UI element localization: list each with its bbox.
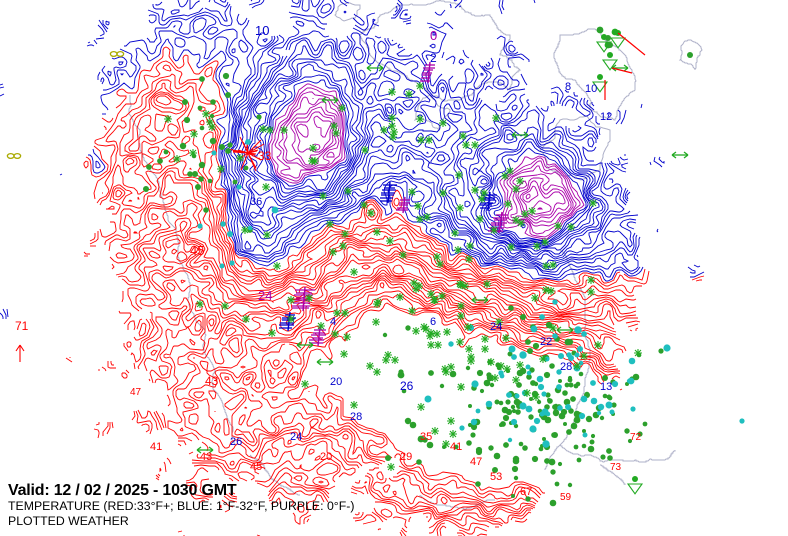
svg-text:47: 47 [130,387,142,398]
svg-text:53: 53 [490,471,502,483]
svg-text:59: 59 [560,492,572,503]
svg-text:28: 28 [350,411,362,423]
svg-text:10: 10 [255,23,269,38]
svg-text:2: 2 [430,51,437,65]
svg-text:0: 0 [430,28,437,43]
svg-text:33: 33 [258,149,272,163]
svg-text:26: 26 [230,436,242,448]
svg-text:47: 47 [470,456,482,468]
svg-text:22: 22 [540,336,552,348]
svg-text:20: 20 [330,376,342,388]
svg-text:20: 20 [320,451,332,463]
svg-text:29: 29 [400,451,412,463]
svg-text:4: 4 [330,316,336,328]
svg-text:43: 43 [205,374,219,388]
svg-text:6: 6 [430,316,436,328]
svg-text:24: 24 [258,288,272,303]
svg-text:71: 71 [15,319,29,333]
svg-text:24: 24 [290,431,302,443]
svg-text:36: 36 [250,196,262,208]
svg-text:72: 72 [630,432,642,443]
svg-text:45: 45 [190,243,204,258]
svg-text:13: 13 [600,381,612,393]
svg-text:43: 43 [200,451,212,463]
svg-text:12: 12 [600,111,612,123]
svg-text:24: 24 [490,321,502,333]
svg-text:45: 45 [250,461,262,473]
svg-text:28: 28 [560,361,572,373]
svg-text:26: 26 [400,379,414,393]
svg-text:67: 67 [520,486,532,498]
svg-text:10: 10 [585,83,597,95]
svg-text:8: 8 [565,81,571,93]
svg-text:41: 41 [150,441,162,453]
svg-text:73: 73 [610,462,622,473]
svg-text:35: 35 [420,431,432,443]
svg-text:41: 41 [450,441,462,453]
